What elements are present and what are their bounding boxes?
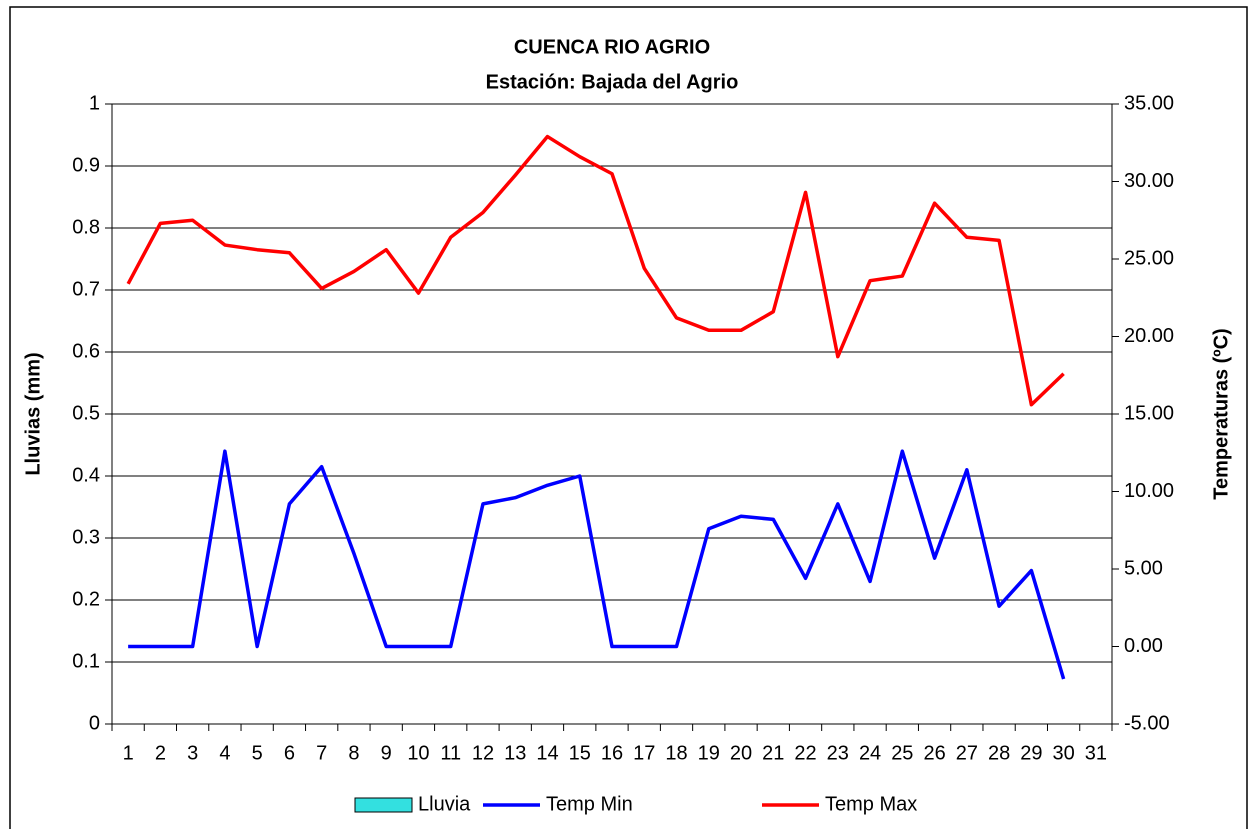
- x-tick-label: 31: [1085, 742, 1107, 764]
- y-tick-label: 0: [89, 712, 100, 734]
- x-tick-label: 29: [1020, 742, 1042, 764]
- x-tick-label: 14: [536, 742, 558, 764]
- y2-tick-label: 35.00: [1124, 92, 1174, 114]
- x-tick-label: 25: [891, 742, 913, 764]
- x-tick-label: 22: [794, 742, 816, 764]
- y2-tick-label: 10.00: [1124, 480, 1174, 502]
- y-tick-label: 0.6: [72, 340, 100, 362]
- x-tick-label: 1: [123, 742, 134, 764]
- legend-label: Lluvia: [418, 793, 471, 815]
- y2-tick-label: 5.00: [1124, 557, 1163, 579]
- x-tick-label: 13: [504, 742, 526, 764]
- x-tick-label: 17: [633, 742, 655, 764]
- x-tick-label: 2: [155, 742, 166, 764]
- y-tick-label: 0.8: [72, 216, 100, 238]
- y2-tick-label: 20.00: [1124, 325, 1174, 347]
- y-tick-label: 0.5: [72, 402, 100, 424]
- y-tick-label: 1: [89, 92, 100, 114]
- y-tick-label: 0.3: [72, 526, 100, 548]
- x-tick-label: 6: [284, 742, 295, 764]
- x-tick-label: 18: [665, 742, 687, 764]
- legend-label: Temp Max: [825, 793, 917, 815]
- chart-subtitle: Estación: Bajada del Agrio: [486, 71, 739, 93]
- y-tick-label: 0.2: [72, 588, 100, 610]
- x-tick-label: 7: [316, 742, 327, 764]
- x-tick-label: 16: [601, 742, 623, 764]
- x-tick-label: 21: [762, 742, 784, 764]
- x-tick-label: 8: [348, 742, 359, 764]
- x-tick-label: 30: [1052, 742, 1074, 764]
- x-tick-label: 9: [381, 742, 392, 764]
- y-tick-label: 0.7: [72, 278, 100, 300]
- y-tick-label: 0.1: [72, 650, 100, 672]
- legend-swatch: [354, 797, 413, 813]
- x-tick-label: 20: [730, 742, 752, 764]
- x-tick-label: 12: [472, 742, 494, 764]
- y2-tick-label: 30.00: [1124, 170, 1174, 192]
- y2-tick-label: 25.00: [1124, 247, 1174, 269]
- x-tick-label: 26: [923, 742, 945, 764]
- chart-title: CUENCA RIO AGRIO: [514, 36, 710, 58]
- x-tick-label: 10: [407, 742, 429, 764]
- x-tick-label: 3: [187, 742, 198, 764]
- x-tick-label: 24: [859, 742, 881, 764]
- x-tick-label: 5: [252, 742, 263, 764]
- y2-tick-label: 15.00: [1124, 402, 1174, 424]
- y-tick-label: 0.9: [72, 154, 100, 176]
- x-tick-label: 4: [219, 742, 230, 764]
- legend-label: Temp Min: [546, 793, 633, 815]
- x-tick-label: 27: [956, 742, 978, 764]
- y2-axis-label: Temperaturas (ºC): [1210, 328, 1232, 499]
- y2-tick-label: 0.00: [1124, 635, 1163, 657]
- y2-tick-label: -5.00: [1124, 712, 1170, 734]
- x-tick-label: 19: [698, 742, 720, 764]
- x-tick-label: 15: [569, 742, 591, 764]
- chart-frame: [9, 6, 1248, 829]
- y-tick-label: 0.4: [72, 464, 100, 486]
- line-series: [126, 134, 1065, 407]
- y-axis-label: Lluvias (mm): [22, 352, 44, 475]
- x-tick-label: 28: [988, 742, 1010, 764]
- x-tick-label: 11: [440, 742, 461, 764]
- line-series: [128, 449, 1066, 680]
- x-tick-label: 23: [827, 742, 849, 764]
